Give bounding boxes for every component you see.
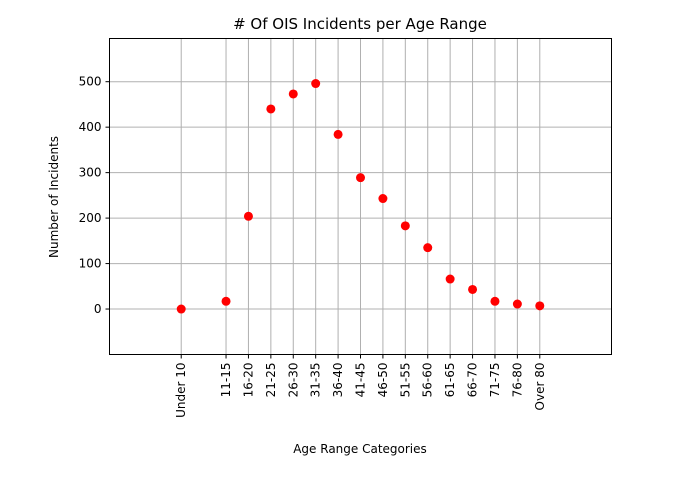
data-point bbox=[512, 299, 522, 309]
data-point bbox=[423, 243, 433, 253]
data-point bbox=[288, 89, 298, 99]
x-tick-label: 16-20 bbox=[241, 363, 255, 398]
x-tick-label: 21-25 bbox=[264, 363, 278, 398]
y-tick-label: 200 bbox=[79, 211, 102, 225]
x-tick-label: 36-40 bbox=[331, 363, 345, 398]
y-tick-label: 0 bbox=[94, 302, 102, 316]
y-axis: 0 100 200 300 400 500 bbox=[79, 75, 110, 316]
x-tick-label: 31-35 bbox=[309, 363, 323, 398]
x-tick-label: 46-50 bbox=[376, 363, 390, 398]
x-tick-label: 76-80 bbox=[510, 363, 524, 398]
y-axis-label: Number of Incidents bbox=[47, 136, 61, 258]
x-tick-label: 26-30 bbox=[286, 363, 300, 398]
chart-title: # Of OIS Incidents per Age Range bbox=[233, 15, 487, 33]
y-tick-label: 400 bbox=[79, 120, 102, 134]
data-point bbox=[356, 173, 365, 183]
data-point bbox=[221, 296, 231, 306]
x-tick-label: 51-55 bbox=[398, 363, 412, 398]
data-point bbox=[468, 284, 478, 294]
x-tick-label: 61-65 bbox=[443, 363, 457, 398]
data-point bbox=[266, 104, 276, 114]
data-point bbox=[535, 301, 545, 311]
data-point bbox=[243, 211, 253, 221]
x-tick-label: 56-60 bbox=[421, 363, 435, 398]
data-point bbox=[176, 304, 186, 314]
data-points bbox=[176, 79, 545, 314]
x-tick-label: 66-70 bbox=[466, 363, 480, 398]
x-tick-label: 71-75 bbox=[488, 363, 502, 398]
x-axis: Under 10 11-15 16-20 21-25 26-30 31-35 36-40 41… bbox=[174, 354, 547, 418]
data-point bbox=[445, 274, 455, 284]
y-tick-label: 300 bbox=[79, 166, 102, 180]
y-tick-label: 100 bbox=[79, 257, 102, 271]
x-tick-label: 41-45 bbox=[354, 363, 368, 398]
data-point bbox=[490, 296, 500, 306]
data-point bbox=[333, 129, 343, 139]
x-axis-label: Age Range Categories bbox=[293, 442, 427, 456]
data-point bbox=[311, 79, 321, 89]
x-tick-label: Under 10 bbox=[174, 363, 188, 418]
x-tick-label: Over 80 bbox=[533, 363, 547, 411]
data-point bbox=[400, 221, 410, 231]
data-point bbox=[378, 194, 388, 204]
x-tick-label: 11-15 bbox=[219, 363, 233, 398]
y-tick-label: 500 bbox=[79, 75, 102, 89]
